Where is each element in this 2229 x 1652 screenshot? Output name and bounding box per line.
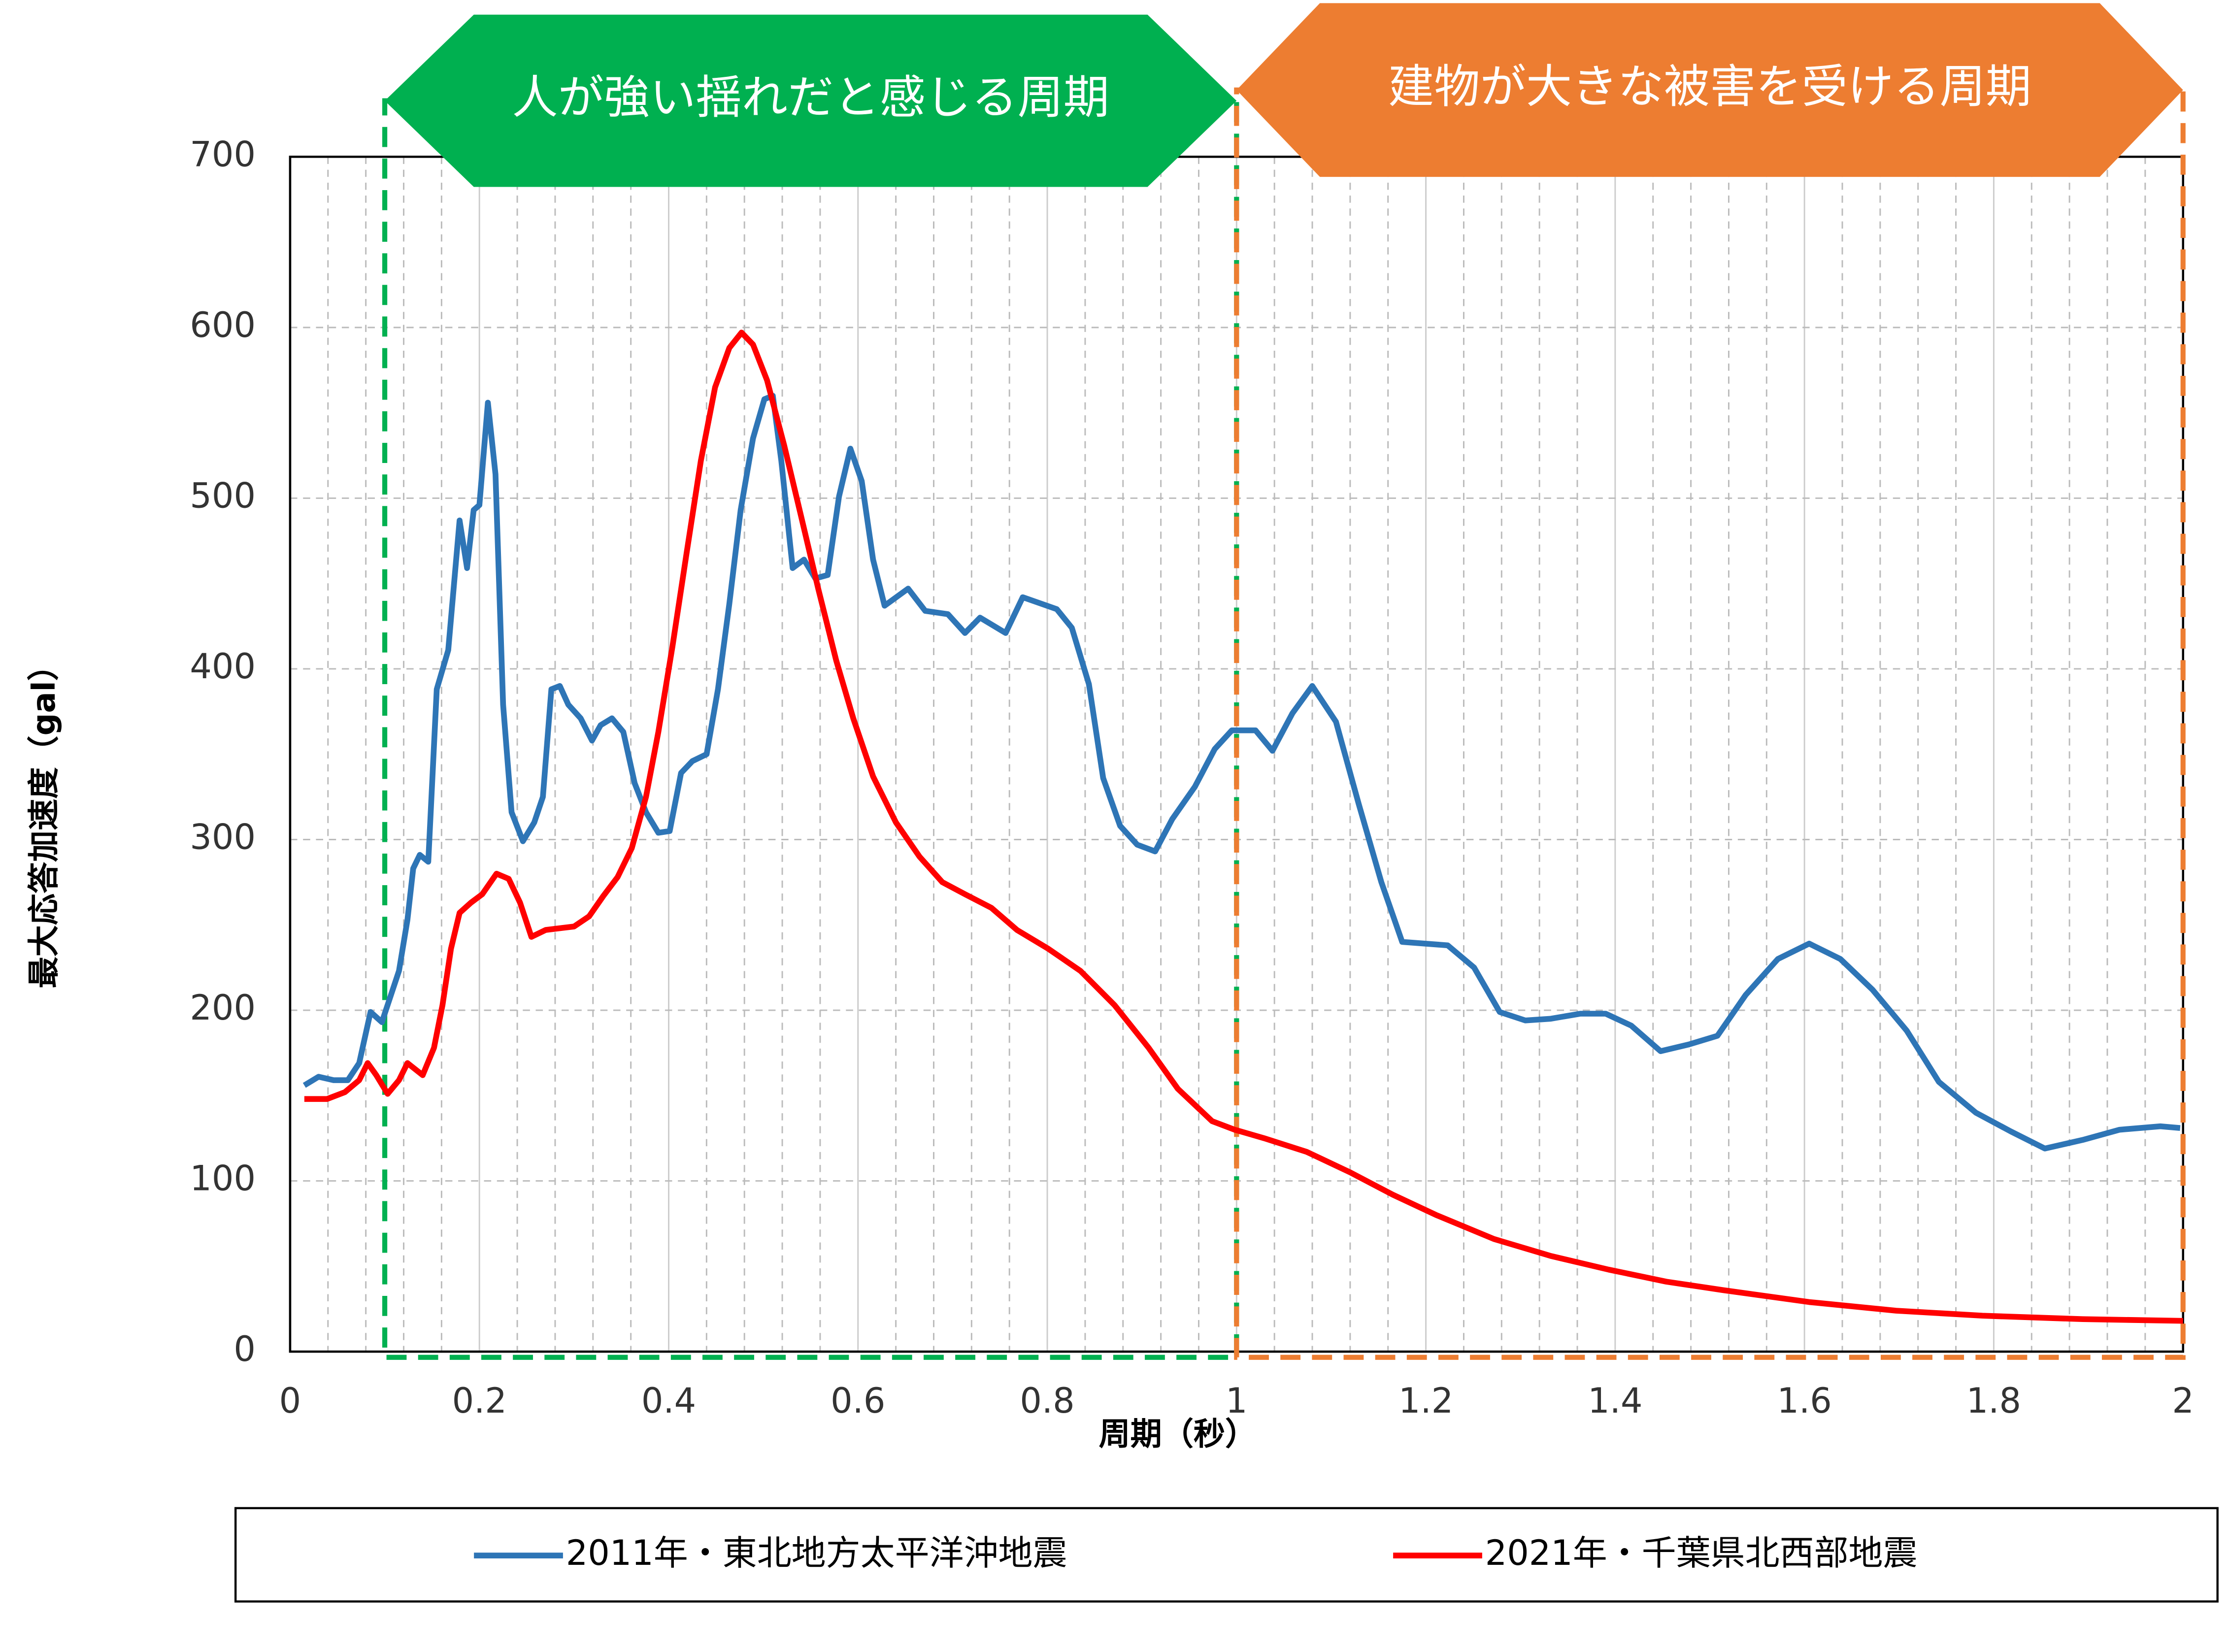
- x-tick-label: 1: [1226, 1381, 1248, 1421]
- x-axis-label: 周期（秒）: [1098, 1416, 1257, 1453]
- y-tick-label: 300: [190, 817, 256, 858]
- legend-label: 2021年・千葉県北西部地震: [1485, 1533, 1918, 1573]
- y-tick-label: 0: [233, 1329, 256, 1369]
- line: [304, 330, 2183, 1324]
- legend-box: [234, 1507, 2219, 1603]
- region-arrow: [385, 14, 1237, 187]
- region-arrow: [1236, 3, 2183, 177]
- y-tick-label: 200: [190, 988, 256, 1028]
- region-label: 人が強い揺れだと感じる周期: [512, 71, 1109, 125]
- x-tick-label: 0.8: [1020, 1381, 1074, 1421]
- y-tick-label: 500: [190, 475, 256, 516]
- y-tick-label: 400: [190, 646, 256, 687]
- region-box: [1234, 87, 2186, 1360]
- y-axis-label: 最大応答加速度（gal）: [26, 649, 63, 988]
- legend-label: 2011年・東北地方太平洋沖地震: [566, 1533, 1067, 1573]
- x-tick-label: 1.2: [1398, 1381, 1453, 1421]
- x-tick-label: 1.6: [1777, 1381, 1832, 1421]
- x-tick-label: 1.4: [1588, 1381, 1642, 1421]
- x-tick-label: 2: [2172, 1381, 2194, 1421]
- y-tick-label: 100: [190, 1158, 256, 1199]
- region-label: 建物が大きな被害を受ける周期: [1388, 60, 2031, 114]
- x-tick-label: 0.6: [831, 1381, 885, 1421]
- x-tick-label: 1.8: [1966, 1381, 2021, 1421]
- line: [302, 393, 2181, 1152]
- y-tick-label: 700: [190, 134, 256, 174]
- x-tick-label: 0.2: [452, 1381, 507, 1421]
- x-tick-label: 0: [279, 1381, 301, 1421]
- x-tick-label: 0.4: [641, 1381, 696, 1421]
- y-tick-label: 600: [190, 305, 256, 345]
